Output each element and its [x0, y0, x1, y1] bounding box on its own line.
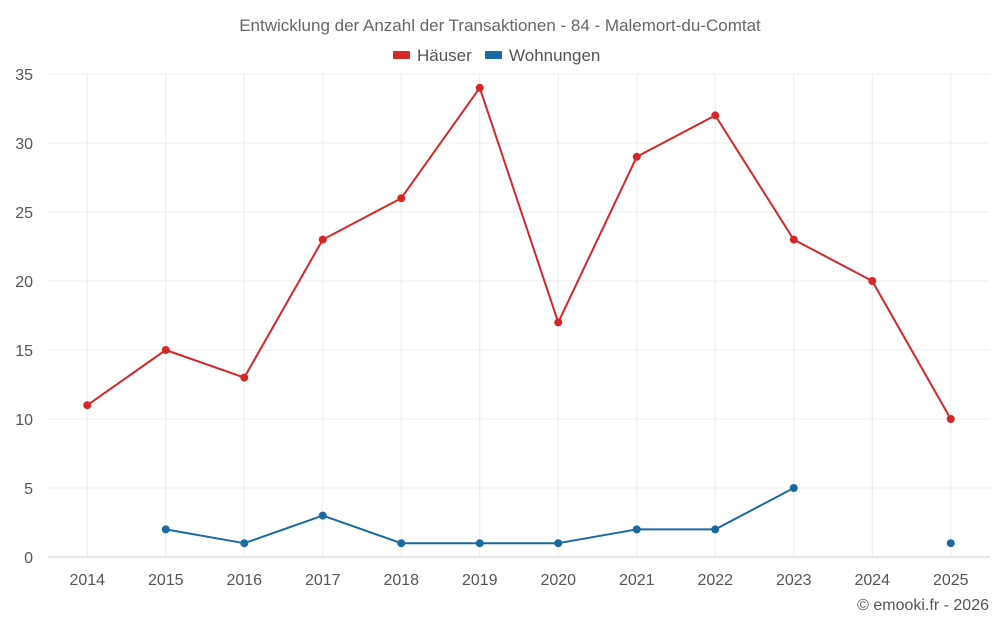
legend-label-wohnungen[interactable]: Wohnungen — [509, 46, 600, 65]
x-tick-label: 2020 — [540, 572, 576, 589]
data-point-haeuser-2021[interactable] — [632, 152, 641, 161]
y-tick-label: 35 — [15, 67, 33, 84]
data-point-haeuser-2018[interactable] — [397, 194, 406, 203]
data-point-haeuser-2023[interactable] — [789, 235, 798, 244]
data-point-wohnungen-2016[interactable] — [240, 539, 249, 548]
y-tick-label: 0 — [24, 550, 33, 567]
credit-text: © emooki.fr - 2026 — [857, 597, 989, 614]
data-point-haeuser-2014[interactable] — [83, 401, 92, 410]
data-point-wohnungen-2025[interactable] — [946, 539, 955, 548]
y-tick-label: 30 — [15, 136, 33, 153]
x-tick-label: 2019 — [462, 572, 498, 589]
data-point-wohnungen-2015[interactable] — [161, 525, 170, 534]
legend-swatch-haeuser[interactable] — [393, 51, 410, 59]
y-axis-ticks: 0 5 10 15 20 25 30 35 — [15, 67, 33, 567]
data-point-haeuser-2017[interactable] — [318, 235, 327, 244]
y-tick-label: 15 — [15, 343, 33, 360]
legend[interactable]: Häuser Wohnungen — [393, 46, 600, 65]
data-point-wohnungen-2020[interactable] — [554, 539, 563, 548]
data-point-wohnungen-2022[interactable] — [711, 525, 720, 534]
series-line-0 — [86, 86, 952, 420]
y-tick-label: 5 — [24, 481, 33, 498]
grid — [48, 73, 990, 558]
y-tick-label: 10 — [15, 412, 33, 429]
x-tick-label: 2014 — [69, 572, 105, 589]
x-tick-label: 2017 — [305, 572, 341, 589]
data-point-wohnungen-2018[interactable] — [397, 539, 406, 548]
x-tick-label: 2024 — [854, 572, 890, 589]
x-tick-label: 2023 — [776, 572, 812, 589]
legend-swatch-wohnungen[interactable] — [485, 51, 502, 59]
data-point-haeuser-2015[interactable] — [161, 346, 170, 354]
data-point-haeuser-2024[interactable] — [868, 277, 877, 285]
data-point-haeuser-2016[interactable] — [240, 373, 249, 382]
series-layer — [83, 83, 955, 548]
x-axis-ticks: 2014 2015 2016 2017 2018 2019 2020 2021 2022 2023… — [69, 572, 968, 589]
data-point-wohnungen-2021[interactable] — [632, 525, 641, 534]
legend-label-haeuser[interactable]: Häuser — [417, 46, 472, 65]
x-tick-label: 2018 — [383, 572, 419, 589]
x-tick-label: 2021 — [619, 572, 655, 589]
data-point-wohnungen-2023[interactable] — [789, 484, 798, 492]
x-tick-label: 2022 — [697, 572, 733, 589]
data-point-haeuser-2025[interactable] — [946, 415, 955, 423]
x-tick-label: 2015 — [148, 572, 184, 589]
y-tick-label: 20 — [15, 274, 33, 291]
y-tick-label: 25 — [15, 205, 33, 222]
chart-title: Entwicklung der Anzahl der Transaktionen… — [239, 16, 761, 35]
data-point-wohnungen-2017[interactable] — [318, 511, 327, 520]
data-point-wohnungen-2019[interactable] — [475, 539, 484, 548]
data-point-haeuser-2022[interactable] — [711, 111, 720, 120]
x-tick-label: 2025 — [933, 572, 969, 589]
data-point-haeuser-2019[interactable] — [475, 83, 484, 92]
data-point-haeuser-2020[interactable] — [554, 318, 563, 327]
x-tick-label: 2016 — [226, 572, 262, 589]
